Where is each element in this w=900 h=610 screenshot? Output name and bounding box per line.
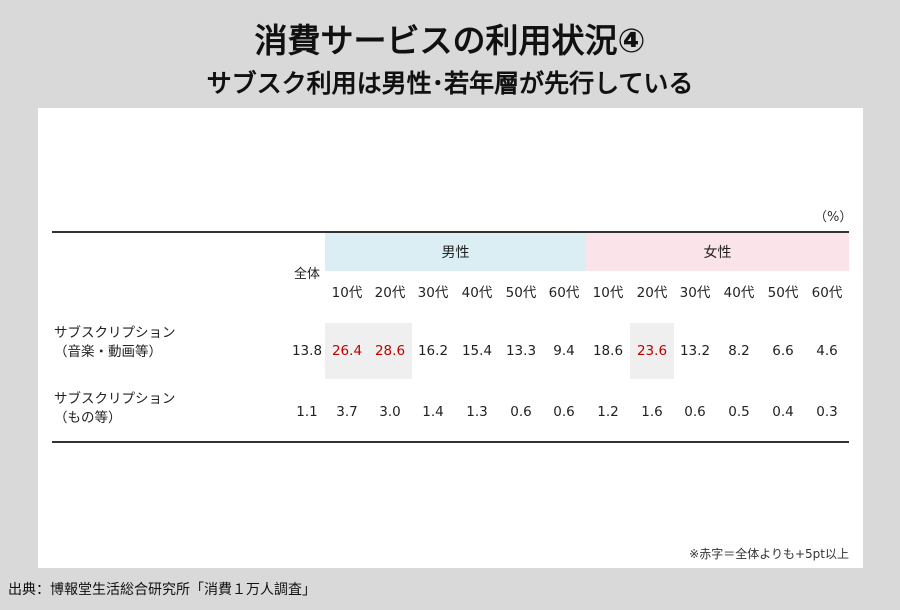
highlight-female-20s	[630, 323, 674, 379]
table-cell-r2-c2: 3.7	[336, 404, 358, 420]
table-cell-r1-c10: 13.2	[679, 343, 711, 359]
table-cell-r2-c4: 1.4	[422, 404, 444, 420]
table-cell-r1-c8: 18.6	[592, 343, 624, 359]
table-top-rule	[52, 231, 849, 233]
table-cell-r2-c1: 1.1	[296, 404, 318, 420]
table-cell-r2-c13: 0.3	[816, 404, 838, 420]
table-cell-r1-c3: 28.6	[374, 343, 406, 359]
male-group-header: 男性	[325, 233, 586, 271]
age-header-male-4: 40代	[461, 285, 493, 301]
footnote: ※赤字＝全体よりも+5pt以上	[689, 547, 849, 561]
age-header-female-4: 40代	[723, 285, 755, 301]
table-cell-r1-c2: 26.4	[331, 343, 363, 359]
table-bottom-rule	[52, 441, 849, 443]
table-cell-r1-c5: 15.4	[461, 343, 493, 359]
table-cell-r1-c12: 6.6	[772, 343, 794, 359]
source-credit: 出典：博報堂生活総合研究所「消費１万人調査」	[8, 582, 316, 598]
table-cell-r2-c5: 1.3	[466, 404, 488, 420]
row-label-2-line2: （もの等）	[54, 410, 122, 426]
table-cell-r1-c6: 13.3	[505, 343, 537, 359]
table-cell-r1-c7: 9.4	[553, 343, 575, 359]
table-cell-r2-c3: 3.0	[379, 404, 401, 420]
age-header-female-2: 20代	[636, 285, 668, 301]
table-cell-r1-c4: 16.2	[417, 343, 449, 359]
page-title: 消費サービスの利用状況④	[254, 21, 646, 60]
table-cell-r2-c9: 1.6	[641, 404, 663, 420]
table-cell-r1-c1: 13.8	[291, 343, 323, 359]
table-cell-r2-c11: 0.5	[728, 404, 750, 420]
age-header-male-3: 30代	[417, 285, 449, 301]
table-cell-r2-c12: 0.4	[772, 404, 794, 420]
table-cell-r2-c10: 0.6	[684, 404, 706, 420]
row-label-2-line1: サブスクリプション	[54, 391, 176, 407]
age-header-male-6: 60代	[548, 285, 580, 301]
age-header-male-2: 20代	[374, 285, 406, 301]
row-label-1-line2: （音楽・動画等）	[54, 344, 162, 360]
row-label-1-line1: サブスクリプション	[54, 325, 176, 341]
age-header-male-5: 50代	[505, 285, 537, 301]
table-cell-r2-c7: 0.6	[553, 404, 575, 420]
female-group-header: 女性	[586, 233, 849, 271]
highlight-male-young	[325, 323, 412, 379]
age-header-female-5: 50代	[767, 285, 799, 301]
age-header-female-1: 10代	[592, 285, 624, 301]
table-cell-r1-c11: 8.2	[728, 343, 750, 359]
table-cell-r2-c8: 1.2	[597, 404, 619, 420]
age-header-male-1: 10代	[331, 285, 363, 301]
age-header-female-3: 30代	[679, 285, 711, 301]
table-cell-r1-c13: 4.6	[816, 343, 838, 359]
table-cell-r2-c6: 0.6	[510, 404, 532, 420]
unit-label: （%）	[814, 210, 853, 225]
row-label-2: サブスクリプション （もの等）	[54, 390, 176, 428]
table-panel: （%） 男性 女性 全体 10代 20代 30代 40代 50代 60代 10代 20代 30代…	[38, 108, 863, 568]
page-subtitle: サブスク利用は男性･若年層が先行している	[206, 69, 694, 98]
age-header-female-6: 60代	[811, 285, 843, 301]
total-column-header: 全体	[293, 267, 320, 282]
row-label-1: サブスクリプション （音楽・動画等）	[54, 324, 176, 362]
table-cell-r1-c9: 23.6	[636, 343, 668, 359]
